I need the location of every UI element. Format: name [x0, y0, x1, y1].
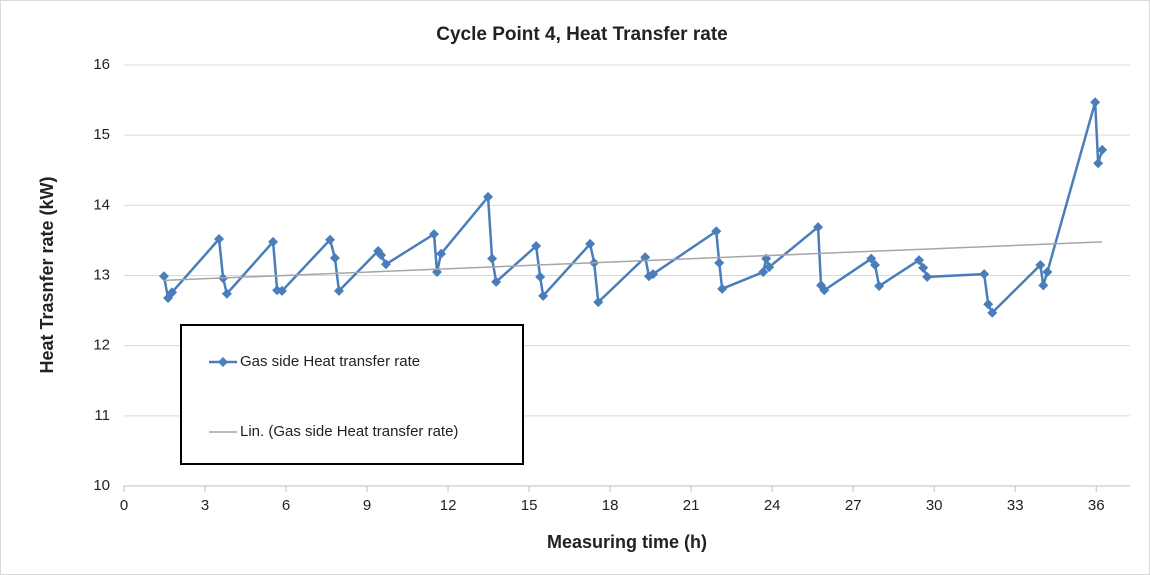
- y-tick-label: 10: [93, 477, 110, 494]
- data-point: [593, 297, 604, 308]
- y-tick-label: 11: [94, 407, 110, 424]
- legend-marker: [218, 357, 228, 367]
- x-axis-label: Measuring time (h): [547, 532, 707, 552]
- x-tick-label: 36: [1088, 497, 1105, 514]
- data-point: [1090, 97, 1101, 108]
- x-tick-label: 6: [282, 497, 290, 514]
- data-point: [648, 269, 659, 280]
- data-point: [813, 222, 824, 233]
- legend-label: Lin. (Gas side Heat transfer rate): [240, 423, 458, 440]
- x-tick-label: 9: [363, 497, 371, 514]
- data-point: [538, 290, 549, 301]
- data-point: [758, 266, 769, 277]
- x-tick-label: 30: [926, 497, 943, 514]
- y-tick-label: 13: [93, 266, 110, 283]
- data-point: [167, 287, 178, 298]
- data-point: [918, 262, 929, 273]
- data-point: [1038, 280, 1049, 291]
- series-line: [163, 241, 1103, 282]
- data-point: [819, 285, 830, 296]
- data-point: [717, 283, 728, 294]
- y-tick-label: 16: [93, 56, 110, 73]
- data-point: [874, 281, 885, 292]
- data-point: [436, 248, 447, 259]
- y-axis-label: Heat Trasnfer rate (kW): [37, 176, 57, 373]
- data-point: [764, 262, 775, 273]
- data-point: [333, 285, 344, 296]
- x-tick-label: 21: [683, 497, 700, 514]
- data-point: [914, 255, 925, 266]
- data-point: [158, 271, 169, 282]
- x-tick-label: 27: [845, 497, 862, 514]
- x-tick-label: 12: [440, 497, 457, 514]
- chart-title: Cycle Point 4, Heat Transfer rate: [436, 24, 727, 45]
- data-point: [1035, 259, 1046, 270]
- legend: Gas side Heat transfer rate Lin. (Gas sid…: [180, 324, 524, 465]
- x-tick-label: 0: [120, 497, 128, 514]
- data-point: [329, 252, 340, 263]
- data-point: [987, 307, 998, 318]
- data-point: [1042, 266, 1053, 277]
- x-tick-label: 24: [764, 497, 781, 514]
- data-point: [491, 276, 502, 287]
- data-point: [531, 241, 542, 252]
- data-point: [1093, 158, 1104, 169]
- data-point: [922, 271, 933, 282]
- legend-box: [180, 324, 524, 465]
- legend-label: Gas side Heat transfer rate: [240, 353, 420, 370]
- x-tick-label: 3: [201, 497, 209, 514]
- data-point: [711, 226, 722, 237]
- data-point: [380, 259, 391, 270]
- data-point: [866, 253, 877, 264]
- data-point: [429, 229, 440, 240]
- data-point: [221, 288, 232, 299]
- data-point: [870, 259, 881, 270]
- series-line: [162, 101, 1104, 315]
- y-tick-label: 15: [93, 126, 110, 143]
- data-point: [535, 271, 546, 282]
- data-point: [276, 285, 287, 296]
- data-point: [714, 257, 725, 268]
- x-tick-label: 33: [1007, 497, 1024, 514]
- data-point: [483, 191, 494, 202]
- data-point: [979, 269, 990, 280]
- data-point: [1097, 144, 1108, 155]
- x-tick-label: 18: [602, 497, 619, 514]
- data-point: [487, 253, 498, 264]
- data-point: [376, 250, 387, 261]
- data-point: [640, 252, 651, 263]
- data-point: [585, 238, 596, 249]
- data-point: [983, 299, 994, 310]
- y-tick-label: 12: [93, 337, 110, 354]
- data-point: [214, 234, 225, 245]
- data-point: [268, 236, 279, 247]
- x-tick-label: 15: [521, 497, 538, 514]
- data-point: [325, 234, 336, 245]
- y-tick-label: 14: [93, 196, 110, 213]
